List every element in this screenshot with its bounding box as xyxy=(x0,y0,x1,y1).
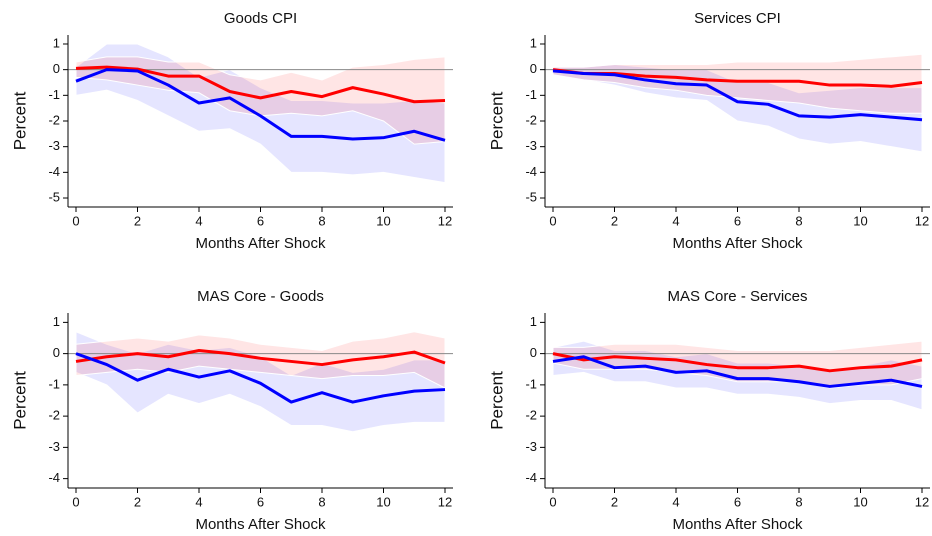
x-tick-label: 2 xyxy=(611,494,618,509)
confidence-band xyxy=(75,331,446,389)
series-line xyxy=(552,69,923,122)
x-axis-title: Months After Shock xyxy=(195,516,326,533)
x-axis-title: Months After Shock xyxy=(672,235,803,252)
x-tick-label: 8 xyxy=(318,494,325,509)
x-tick-label: 8 xyxy=(795,213,802,228)
x-tick-label: 0 xyxy=(72,213,79,228)
y-tick-label: -5 xyxy=(525,189,537,204)
x-axis-title: Months After Shock xyxy=(672,516,803,533)
chart-title: Goods CPI xyxy=(224,10,297,27)
y-tick-label: 1 xyxy=(530,35,537,50)
y-tick-label: 1 xyxy=(53,35,60,50)
series-line xyxy=(75,349,446,367)
y-tick-label: -5 xyxy=(48,189,60,204)
series-line xyxy=(75,65,446,104)
chart-title: Services CPI xyxy=(694,10,781,27)
y-axis-title: Percent xyxy=(10,91,29,150)
x-tick-label: 12 xyxy=(438,213,452,228)
x-tick-label: 10 xyxy=(853,494,867,509)
chart-title: MAS Core - Services xyxy=(667,288,807,305)
y-tick-label: -1 xyxy=(525,376,537,391)
confidence-band xyxy=(552,53,923,114)
y-tick-label: 1 xyxy=(530,314,537,329)
x-tick-label: 4 xyxy=(195,494,202,509)
y-tick-label: -3 xyxy=(525,439,537,454)
x-tick-label: 0 xyxy=(549,494,556,509)
x-tick-label: 4 xyxy=(195,213,202,228)
chart-title: MAS Core - Goods xyxy=(197,288,324,305)
x-tick-label: 8 xyxy=(795,494,802,509)
x-tick-label: 12 xyxy=(438,494,452,509)
y-tick-label: -3 xyxy=(48,138,60,153)
x-tick-label: 4 xyxy=(672,494,679,509)
x-tick-label: 6 xyxy=(257,213,264,228)
y-tick-label: -2 xyxy=(48,112,60,127)
series-line xyxy=(75,352,446,404)
x-tick-label: 12 xyxy=(915,213,929,228)
series-line xyxy=(552,355,923,388)
x-tick-label: 2 xyxy=(134,494,141,509)
y-tick-label: -2 xyxy=(525,408,537,423)
y-tick-label: -4 xyxy=(525,164,537,179)
y-tick-label: 0 xyxy=(530,61,537,76)
y-tick-label: -4 xyxy=(48,164,60,179)
confidence-band xyxy=(75,43,446,184)
y-tick-label: -3 xyxy=(48,439,60,454)
y-axis-title: Percent xyxy=(487,371,506,430)
confidence-band xyxy=(552,340,923,389)
x-tick-label: 10 xyxy=(376,494,390,509)
y-tick-label: -1 xyxy=(525,87,537,102)
series-line xyxy=(75,68,446,142)
y-axis-title: Percent xyxy=(10,371,29,430)
y-tick-label: -4 xyxy=(525,470,537,485)
x-axis-title: Months After Shock xyxy=(195,235,326,252)
x-tick-label: 6 xyxy=(257,494,264,509)
x-tick-label: 6 xyxy=(734,494,741,509)
y-tick-label: -4 xyxy=(48,470,60,485)
y-tick-label: 0 xyxy=(53,345,60,360)
x-tick-label: 0 xyxy=(549,213,556,228)
y-tick-label: 0 xyxy=(530,345,537,360)
y-tick-label: 1 xyxy=(53,314,60,329)
x-tick-label: 2 xyxy=(134,213,141,228)
series-line xyxy=(552,352,923,373)
y-tick-label: -1 xyxy=(48,376,60,391)
x-tick-label: 0 xyxy=(72,494,79,509)
y-tick-label: 0 xyxy=(53,61,60,76)
x-tick-label: 10 xyxy=(376,213,390,228)
x-tick-label: 2 xyxy=(611,213,618,228)
y-tick-label: -2 xyxy=(525,112,537,127)
x-tick-label: 10 xyxy=(853,213,867,228)
y-tick-label: -3 xyxy=(525,138,537,153)
y-tick-label: -1 xyxy=(48,87,60,102)
y-tick-label: -2 xyxy=(48,408,60,423)
y-axis-title: Percent xyxy=(487,91,506,150)
x-tick-label: 12 xyxy=(915,494,929,509)
x-tick-label: 6 xyxy=(734,213,741,228)
x-tick-label: 4 xyxy=(672,213,679,228)
x-tick-label: 8 xyxy=(318,213,325,228)
